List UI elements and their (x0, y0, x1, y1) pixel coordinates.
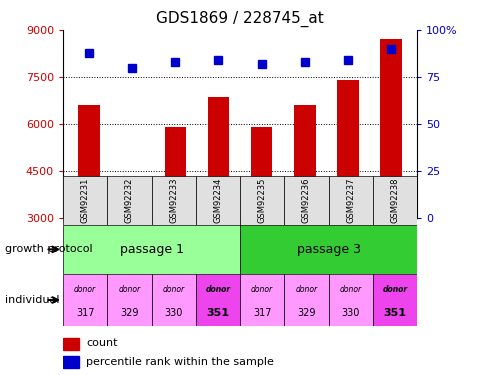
Bar (78, 105, 100, 218)
Text: individual: individual (5, 295, 59, 305)
Text: 317: 317 (76, 308, 94, 318)
Text: GSM92236: GSM92236 (302, 178, 310, 224)
Bar (121, 205, 143, 218)
Bar (336, 80, 358, 218)
Text: passage 3: passage 3 (296, 243, 360, 256)
FancyBboxPatch shape (63, 225, 240, 274)
FancyBboxPatch shape (151, 176, 196, 225)
FancyBboxPatch shape (151, 274, 196, 326)
Bar (63, 356, 78, 368)
FancyBboxPatch shape (63, 176, 107, 225)
Bar (250, 127, 272, 218)
Text: 351: 351 (206, 308, 229, 318)
FancyBboxPatch shape (107, 274, 151, 326)
Text: GSM92233: GSM92233 (169, 178, 178, 224)
Text: donor: donor (74, 285, 96, 294)
Text: 351: 351 (383, 308, 406, 318)
Text: count: count (86, 339, 118, 348)
Text: donor: donor (251, 285, 272, 294)
Bar (293, 105, 315, 218)
Text: donor: donor (205, 285, 230, 294)
FancyBboxPatch shape (372, 274, 416, 326)
FancyBboxPatch shape (240, 176, 284, 225)
Text: 329: 329 (297, 308, 315, 318)
Text: 330: 330 (164, 308, 182, 318)
FancyBboxPatch shape (240, 274, 284, 326)
Text: GSM92237: GSM92237 (346, 178, 354, 224)
Text: percentile rank within the sample: percentile rank within the sample (86, 357, 273, 367)
Text: 317: 317 (253, 308, 271, 318)
Text: donor: donor (162, 285, 184, 294)
Bar (379, 39, 401, 218)
FancyBboxPatch shape (372, 176, 416, 225)
Text: donor: donor (381, 285, 407, 294)
Text: growth protocol: growth protocol (5, 244, 92, 254)
Bar (207, 97, 229, 218)
Text: GSM92231: GSM92231 (80, 178, 90, 224)
FancyBboxPatch shape (107, 176, 151, 225)
Text: GSM92234: GSM92234 (213, 178, 222, 224)
Text: passage 1: passage 1 (120, 243, 183, 256)
Text: donor: donor (118, 285, 140, 294)
Text: GSM92235: GSM92235 (257, 178, 266, 224)
FancyBboxPatch shape (284, 176, 328, 225)
FancyBboxPatch shape (63, 274, 107, 326)
Text: 329: 329 (120, 308, 138, 318)
Text: donor: donor (339, 285, 361, 294)
FancyBboxPatch shape (328, 274, 372, 326)
Bar (164, 127, 186, 218)
FancyBboxPatch shape (196, 176, 240, 225)
FancyBboxPatch shape (284, 274, 328, 326)
FancyBboxPatch shape (240, 225, 416, 274)
Text: GSM92232: GSM92232 (125, 178, 134, 224)
FancyBboxPatch shape (196, 274, 240, 326)
FancyBboxPatch shape (328, 176, 372, 225)
Title: GDS1869 / 228745_at: GDS1869 / 228745_at (156, 11, 323, 27)
Text: 330: 330 (341, 308, 359, 318)
Text: donor: donor (295, 285, 317, 294)
Text: GSM92238: GSM92238 (390, 178, 399, 224)
Bar (63, 338, 78, 350)
